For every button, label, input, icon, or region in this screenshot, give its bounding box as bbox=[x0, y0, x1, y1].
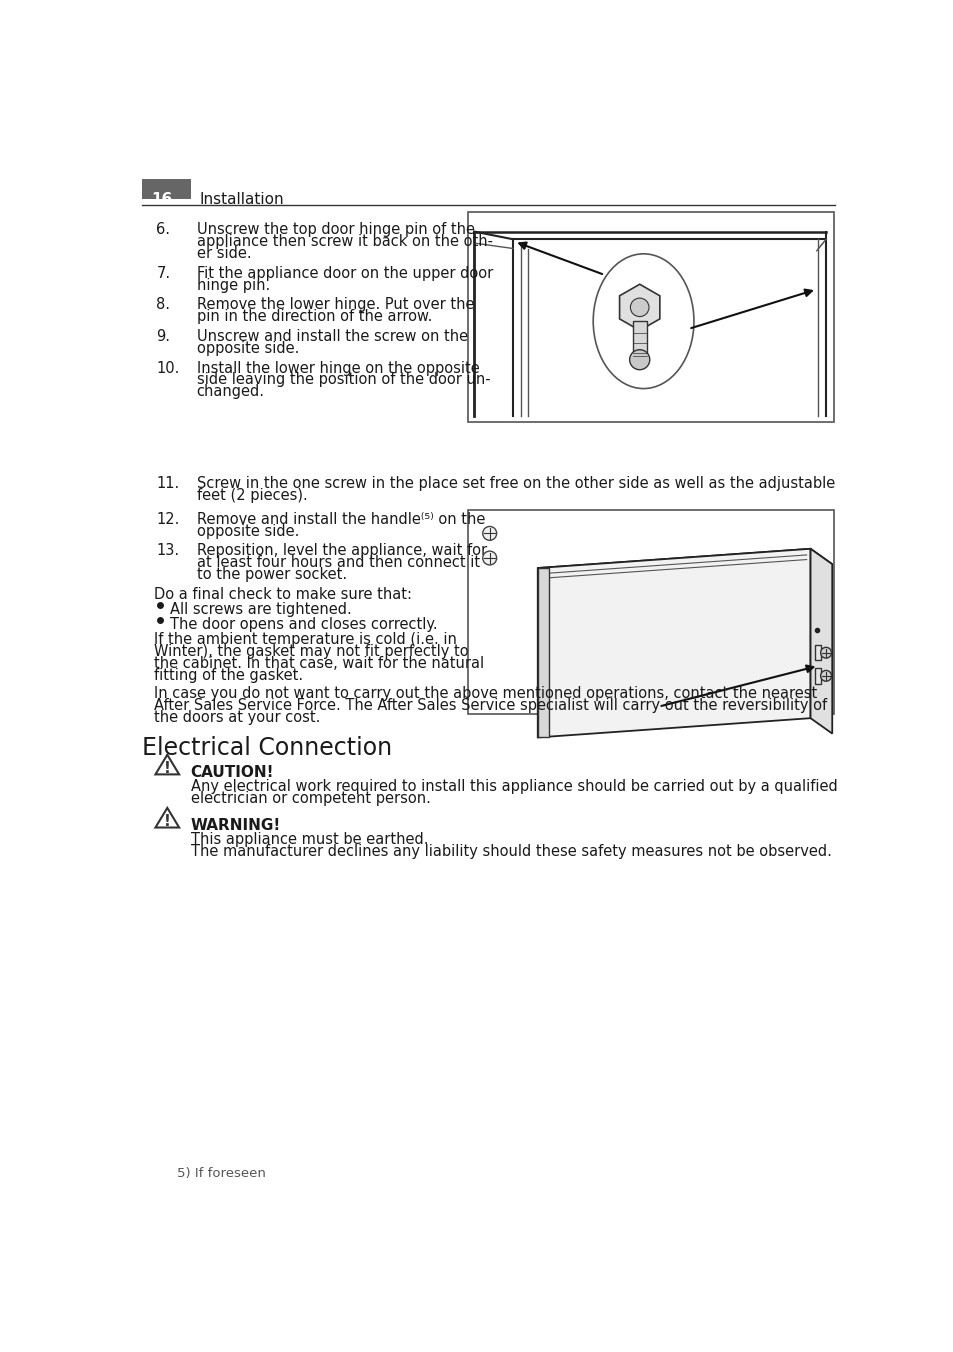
Polygon shape bbox=[155, 808, 179, 827]
Text: er side.: er side. bbox=[196, 246, 251, 261]
Text: 7.: 7. bbox=[156, 266, 171, 281]
Text: !: ! bbox=[164, 814, 171, 829]
Text: 10.: 10. bbox=[156, 361, 179, 376]
Polygon shape bbox=[816, 239, 825, 250]
Ellipse shape bbox=[593, 254, 693, 388]
Text: 6.: 6. bbox=[156, 222, 171, 238]
Text: Screw in the one screw in the place set free on the other side as well as the ad: Screw in the one screw in the place set … bbox=[196, 476, 834, 491]
Text: Installation: Installation bbox=[199, 192, 283, 207]
Text: at least four hours and then connect it: at least four hours and then connect it bbox=[196, 556, 479, 571]
Text: 12.: 12. bbox=[156, 512, 179, 527]
Text: All screws are tightened.: All screws are tightened. bbox=[170, 602, 351, 617]
Text: Any electrical work required to install this appliance should be carried out by : Any electrical work required to install … bbox=[191, 779, 837, 794]
Text: to the power socket.: to the power socket. bbox=[196, 568, 347, 583]
Text: Remove and install the handle⁽⁵⁾ on the: Remove and install the handle⁽⁵⁾ on the bbox=[196, 512, 485, 527]
Text: Reposition, level the appliance, wait for: Reposition, level the appliance, wait fo… bbox=[196, 544, 486, 558]
Circle shape bbox=[482, 526, 497, 541]
Text: If the ambient temperature is cold (i.e. in: If the ambient temperature is cold (i.e.… bbox=[154, 631, 456, 648]
Circle shape bbox=[820, 671, 831, 681]
Text: Fit the appliance door on the upper door: Fit the appliance door on the upper door bbox=[196, 266, 493, 281]
Bar bbox=[468, 510, 833, 714]
Text: 13.: 13. bbox=[156, 544, 179, 558]
Text: feet (2 pieces).: feet (2 pieces). bbox=[196, 488, 307, 503]
Text: Electrical Connection: Electrical Connection bbox=[142, 735, 393, 760]
Bar bbox=[468, 212, 833, 422]
Text: Install the lower hinge on the opposite: Install the lower hinge on the opposite bbox=[196, 361, 479, 376]
Text: opposite side.: opposite side. bbox=[196, 341, 299, 356]
Text: The door opens and closes correctly.: The door opens and closes correctly. bbox=[170, 617, 436, 631]
Polygon shape bbox=[537, 568, 549, 737]
Text: 5) If foreseen: 5) If foreseen bbox=[177, 1167, 266, 1180]
Circle shape bbox=[629, 350, 649, 369]
Text: hinge pin.: hinge pin. bbox=[196, 277, 270, 293]
Text: the cabinet. In that case, wait for the natural: the cabinet. In that case, wait for the … bbox=[154, 656, 484, 671]
Text: fitting of the gasket.: fitting of the gasket. bbox=[154, 668, 303, 683]
Bar bbox=[142, 180, 191, 199]
Text: side leaving the position of the door un-: side leaving the position of the door un… bbox=[196, 372, 490, 388]
Polygon shape bbox=[537, 549, 810, 737]
Bar bbox=[815, 645, 821, 660]
Polygon shape bbox=[537, 549, 831, 584]
Text: the doors at your cost.: the doors at your cost. bbox=[154, 710, 320, 725]
Text: In case you do not want to carry out the above mentioned operations, contact the: In case you do not want to carry out the… bbox=[154, 685, 817, 700]
Circle shape bbox=[630, 297, 648, 316]
Text: changed.: changed. bbox=[196, 384, 265, 399]
Text: 9.: 9. bbox=[156, 329, 171, 343]
Text: pin in the direction of the arrow.: pin in the direction of the arrow. bbox=[196, 310, 432, 324]
Text: 16: 16 bbox=[152, 192, 172, 207]
Text: The manufacturer declines any liability should these safety measures not be obse: The manufacturer declines any liability … bbox=[191, 844, 831, 859]
Text: After Sales Service Force. The After Sales Service specialist will carry out the: After Sales Service Force. The After Sal… bbox=[154, 698, 826, 713]
Text: CAUTION!: CAUTION! bbox=[191, 765, 274, 780]
Polygon shape bbox=[810, 549, 831, 734]
Bar bbox=[632, 322, 646, 360]
Text: !: ! bbox=[164, 761, 171, 776]
Text: opposite side.: opposite side. bbox=[196, 523, 299, 538]
Circle shape bbox=[482, 552, 497, 565]
Text: 8.: 8. bbox=[156, 297, 171, 312]
Text: Remove the lower hinge. Put over the: Remove the lower hinge. Put over the bbox=[196, 297, 474, 312]
Text: appliance then screw it back on the oth-: appliance then screw it back on the oth- bbox=[196, 234, 493, 249]
Text: electrician or competent person.: electrician or competent person. bbox=[191, 791, 430, 806]
Text: Winter), the gasket may not fit perfectly to: Winter), the gasket may not fit perfectl… bbox=[154, 644, 468, 658]
Polygon shape bbox=[155, 754, 179, 775]
Text: This appliance must be earthed.: This appliance must be earthed. bbox=[191, 831, 428, 846]
Text: Unscrew and install the screw on the: Unscrew and install the screw on the bbox=[196, 329, 467, 343]
Bar bbox=[815, 668, 821, 684]
Circle shape bbox=[820, 648, 831, 658]
Text: Unscrew the top door hinge pin of the: Unscrew the top door hinge pin of the bbox=[196, 222, 475, 238]
Text: WARNING!: WARNING! bbox=[191, 818, 280, 833]
Text: 11.: 11. bbox=[156, 476, 179, 491]
Text: Do a final check to make sure that:: Do a final check to make sure that: bbox=[154, 587, 412, 602]
